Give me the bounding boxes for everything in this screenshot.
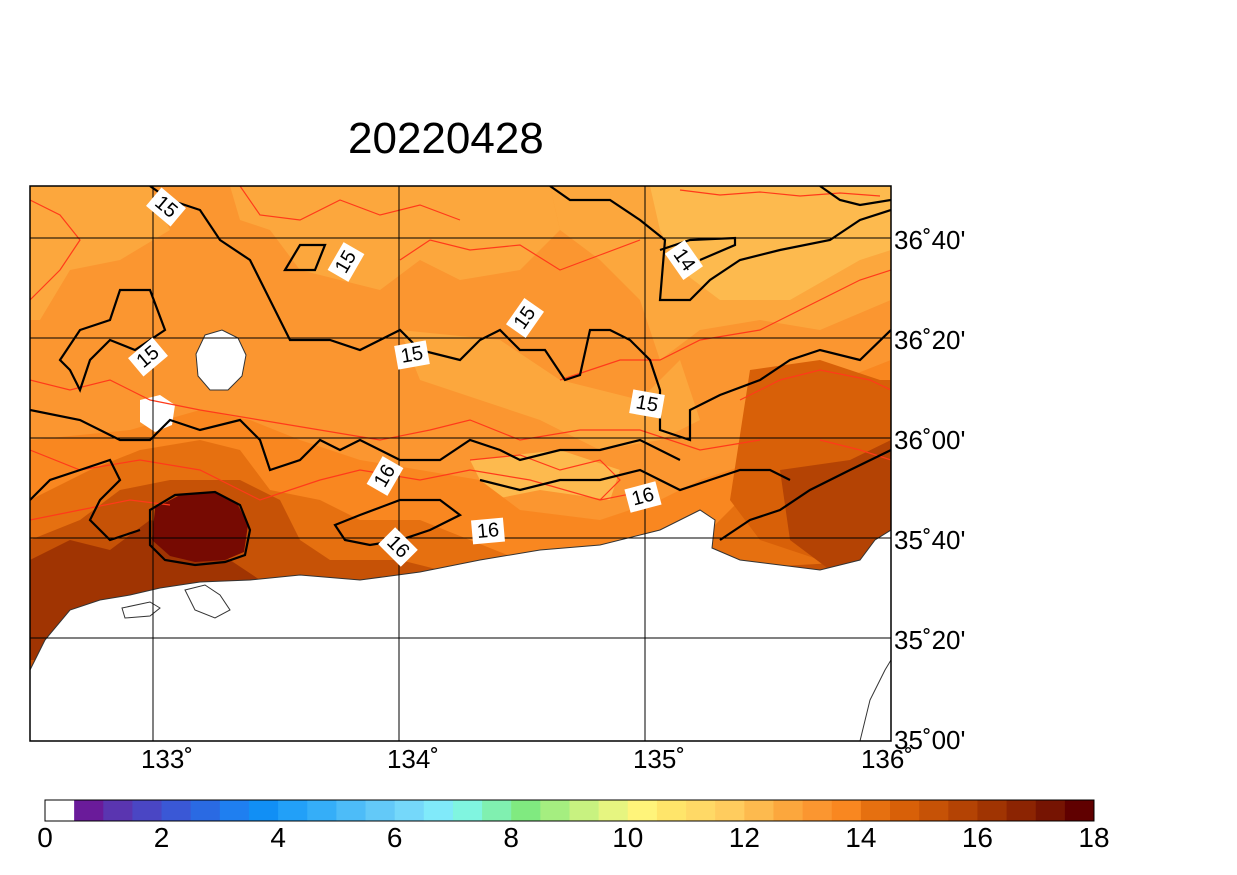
colorbar-swatch [831,800,862,821]
colorbar-tick-label: 0 [37,822,53,853]
colorbar-swatch [1006,800,1037,821]
sea-area [30,510,891,741]
colorbar-swatch [773,800,804,821]
field-max-core [152,492,248,562]
colorbar-swatch [511,800,541,821]
colorbar-swatch [248,800,279,821]
lake [196,330,246,390]
colorbar-swatch [598,800,629,821]
colorbar-tick-label: 4 [270,822,286,853]
colorbar-swatch [74,800,104,821]
lat-label: 35˚40' [894,525,965,555]
colorbar-swatch [45,800,75,821]
contour-label: 16 [624,481,662,513]
red-contours [30,186,891,521]
svg-text:16: 16 [476,519,500,543]
colorbar-swatch [919,800,949,821]
colorbar-swatch [715,800,745,821]
contour-label: 15 [394,340,430,370]
colorbar-swatch [1035,800,1066,821]
lon-label: 135˚ [633,744,685,774]
colorbar-swatch [540,800,570,821]
colorbar-swatch [860,800,891,821]
colorbar-swatch [394,800,425,821]
lat-label: 35˚00' [894,725,965,755]
colorbar-ticks: 0 2 4 6 8 10 12 14 16 18 [37,822,1109,853]
colorbar-swatch [336,800,367,821]
colorbar-swatch [744,800,774,821]
colorbar-swatch [423,800,454,821]
colorbar-swatch [569,800,600,821]
svg-text:15: 15 [399,342,425,368]
svg-text:15: 15 [634,391,660,417]
map-frame [29,185,892,742]
colorbar-swatch [452,800,483,821]
colorbar-swatch [1064,800,1095,821]
colorbar-tick-label: 12 [729,822,760,853]
colorbar-tick-label: 6 [387,822,403,853]
colorbar-swatch [627,800,658,821]
colorbar-tick-label: 10 [612,822,643,853]
colorbar-tick-label: 8 [503,822,519,853]
colorbar-swatch [219,800,250,821]
contour-label: 16 [471,517,505,545]
map-title: 20220428 [348,114,544,163]
lon-label: 133˚ [141,744,193,774]
colorbar-swatch [365,800,396,821]
colorbar-swatch [482,800,512,821]
colorbar-frame [44,799,1095,822]
lat-label: 36˚00' [894,425,965,455]
colorbar-swatch [103,800,133,821]
contour-label: 15 [629,389,665,419]
graticule [30,186,891,741]
colorbar-swatch [132,800,163,821]
map-field: 15 15 15 15 15 14 [30,186,891,741]
colorbar-tick-label: 14 [845,822,876,853]
lat-label: 35˚20' [894,625,965,655]
colorbar-swatch [890,800,920,821]
colorbar-swatch [948,800,978,821]
colorbar-swatch [802,800,833,821]
colorbar-tick-label: 16 [962,822,993,853]
field-light-nw [30,186,170,320]
coastline [30,329,891,741]
colorbar-swatch [977,800,1008,821]
colorbar-tick-label: 18 [1078,822,1109,853]
field-lighter-ne [650,186,891,300]
colorbar-tick-label: 2 [154,822,170,853]
lat-label: 36˚20' [894,325,965,355]
colorbar-swatch [278,800,308,821]
field-light-mid [400,330,700,450]
lon-label: 136˚ [861,744,913,774]
colorbar-swatch [190,800,221,821]
colorbar-swatch [656,800,687,821]
colorbar-swatch [161,800,192,821]
colorbar-swatch [307,800,337,821]
lon-label: 134˚ [387,744,439,774]
colorbar-swatch [686,800,716,821]
lat-label: 36˚40' [894,225,965,255]
colorbar [44,799,1095,822]
